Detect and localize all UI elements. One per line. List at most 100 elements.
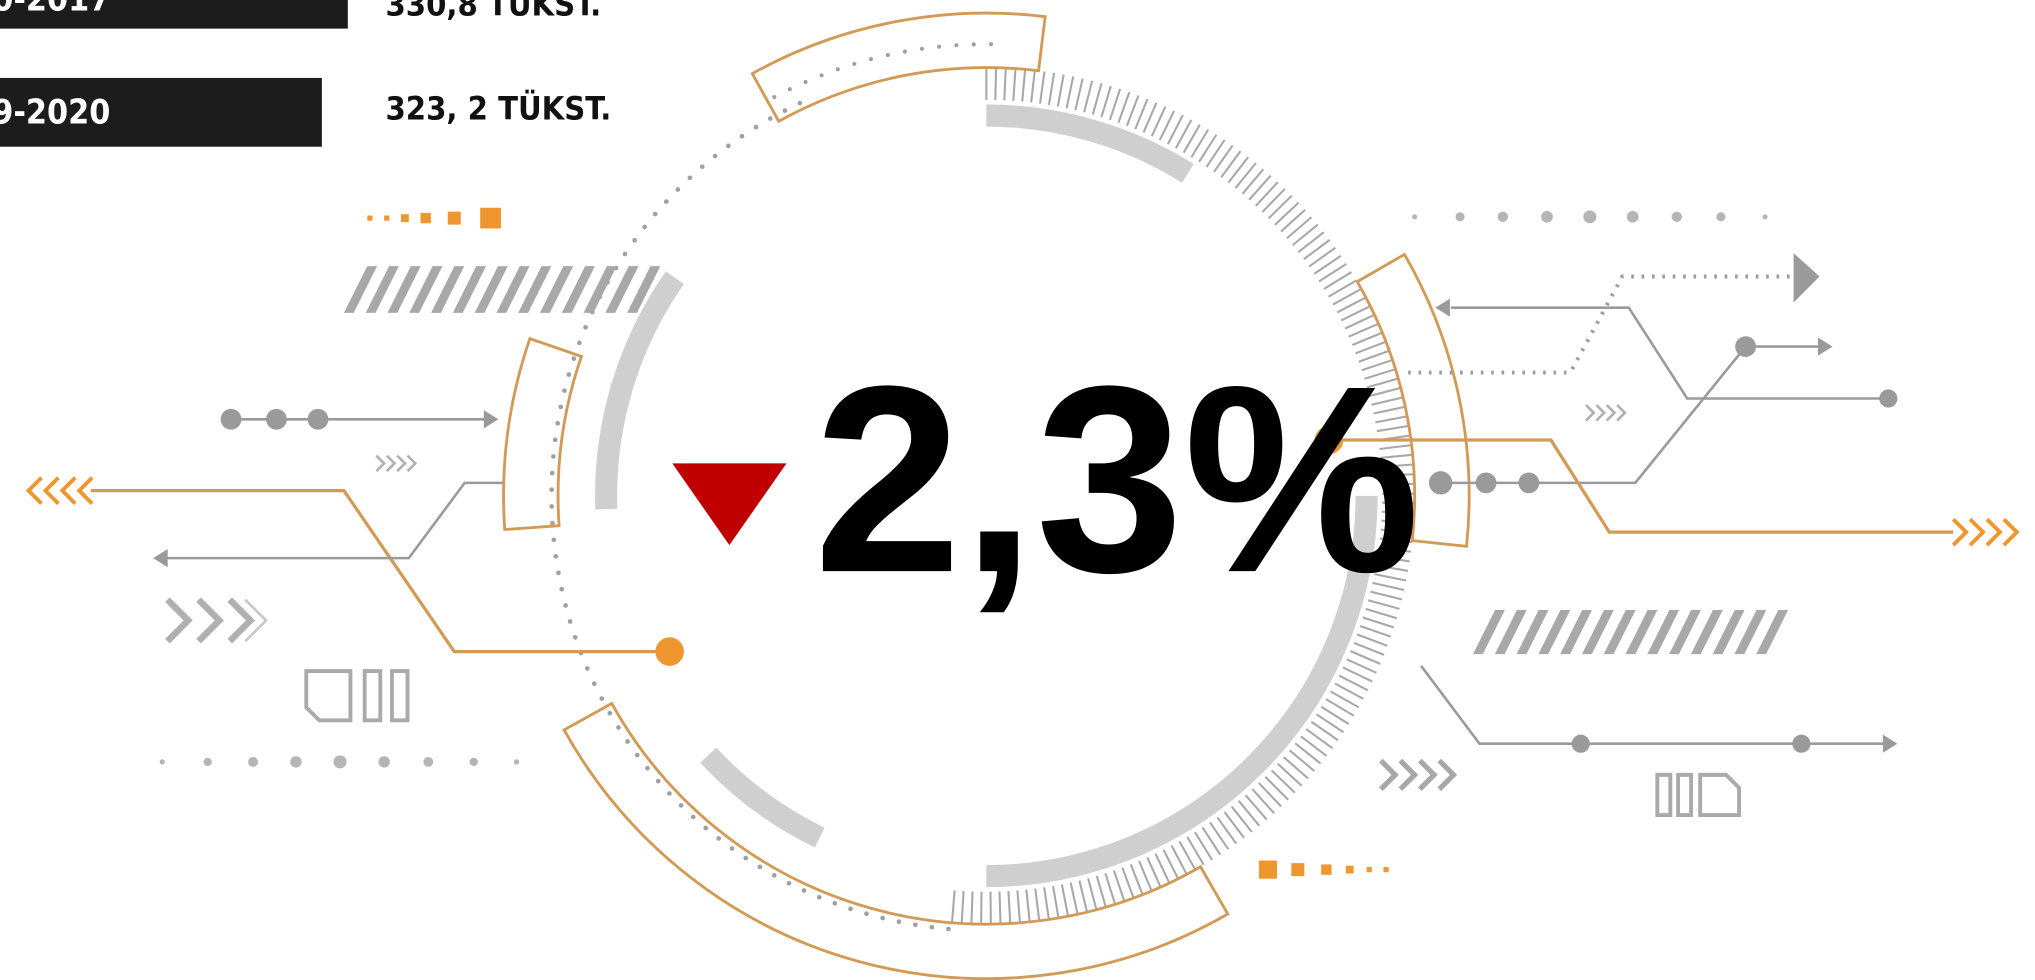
node <box>1572 735 1590 753</box>
ring-tick <box>1217 817 1236 843</box>
ring-tick <box>1259 783 1281 807</box>
ring-tick <box>1101 86 1110 117</box>
ring-tick <box>1079 881 1087 913</box>
ring-tick <box>1058 75 1064 107</box>
ring-dot <box>551 454 556 459</box>
connector <box>397 456 405 472</box>
node <box>290 756 301 767</box>
ring-tick <box>1022 69 1025 101</box>
ring-dot <box>592 681 597 686</box>
square <box>480 208 501 229</box>
ring-tick <box>1295 743 1320 763</box>
ring-dot <box>726 144 731 149</box>
arrow-head <box>153 549 168 567</box>
ring-dot <box>937 45 941 49</box>
ring-dot <box>772 873 777 878</box>
ring-tick <box>1207 140 1225 167</box>
ring-tick <box>1004 68 1005 100</box>
ring-dot <box>946 927 951 932</box>
node <box>655 637 684 666</box>
ring-tick <box>1239 801 1260 826</box>
ring-dot <box>886 53 890 57</box>
ring-dot <box>691 815 696 820</box>
node <box>248 757 258 767</box>
square <box>1259 861 1277 879</box>
ring-tick <box>1122 868 1133 898</box>
ring-dot <box>903 50 907 54</box>
connector <box>1970 519 1983 545</box>
ring-tick <box>1118 92 1129 123</box>
node <box>160 759 165 764</box>
connector <box>1381 761 1395 790</box>
connector <box>199 600 220 642</box>
ring-tick <box>1044 887 1049 919</box>
node <box>1627 211 1639 223</box>
ring-dot <box>754 125 759 130</box>
ring-dot <box>819 73 823 77</box>
ring-dot <box>625 739 630 744</box>
connector <box>1617 405 1625 421</box>
ring-dot <box>730 846 735 851</box>
ring-tick <box>1290 750 1315 771</box>
ring-tick <box>1304 240 1330 259</box>
ring-tick <box>1246 795 1267 820</box>
ring-tick <box>1357 634 1387 645</box>
ring-dot <box>836 67 840 71</box>
connector <box>45 478 58 504</box>
ring-tick <box>1031 70 1035 102</box>
ring-dot <box>667 791 672 796</box>
ring-dot <box>743 856 748 861</box>
node <box>1541 211 1553 223</box>
ring-dot <box>852 62 856 66</box>
ring-tick <box>995 68 996 100</box>
ring-dot <box>607 711 612 716</box>
ring-dot <box>664 199 669 204</box>
arrow-head <box>1818 338 1833 356</box>
ring-tick <box>1053 886 1058 918</box>
ring-tick <box>1252 789 1274 813</box>
ring-dot <box>832 901 837 906</box>
connector <box>1421 666 1888 744</box>
ring-tick <box>1298 232 1324 252</box>
period-label: 0-2017 <box>0 0 110 18</box>
ring-dot <box>555 421 560 426</box>
ring-arc <box>708 755 819 837</box>
ring-dot <box>703 826 708 831</box>
ring-dot <box>954 43 958 47</box>
connector <box>1596 405 1604 421</box>
ring-dot <box>768 116 773 121</box>
node <box>514 759 519 764</box>
ring-tick <box>1232 806 1252 831</box>
ring-tick <box>1262 189 1285 212</box>
ring-tick <box>1135 99 1147 129</box>
ring-dot <box>802 888 807 893</box>
square <box>1346 866 1354 874</box>
square <box>1367 867 1372 872</box>
ring-dot <box>623 252 628 257</box>
ring-tick <box>1278 764 1302 786</box>
ring-tick <box>1067 76 1074 108</box>
ring-dot <box>571 356 576 361</box>
connector <box>1400 761 1414 790</box>
ring-tick <box>1265 777 1288 800</box>
ring-dot <box>632 238 637 243</box>
node <box>1518 472 1539 493</box>
node <box>1456 212 1465 221</box>
connector <box>29 478 42 504</box>
connector <box>1329 440 1953 532</box>
ring-tick <box>1139 861 1152 891</box>
node <box>1672 212 1682 222</box>
ring-dot <box>645 766 650 771</box>
connector <box>387 456 395 472</box>
ring-tick <box>1214 145 1233 172</box>
ring-dot <box>897 919 902 924</box>
ring-dot <box>864 911 869 916</box>
connector <box>1987 519 2000 545</box>
node <box>1762 214 1767 219</box>
connector <box>1586 405 1594 421</box>
ring-dot <box>577 341 582 346</box>
square <box>1383 867 1388 872</box>
ring-tick <box>1275 203 1299 225</box>
ring-tick <box>1049 73 1054 105</box>
ring-tick <box>1008 891 1010 923</box>
